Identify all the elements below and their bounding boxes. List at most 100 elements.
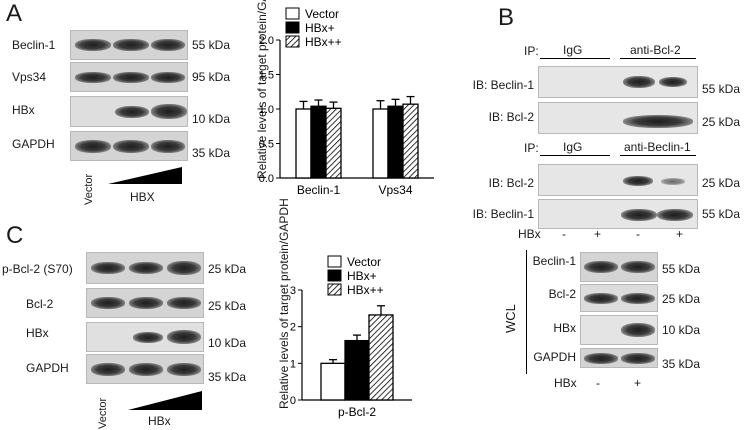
bar-1-1	[387, 105, 404, 179]
ip2-row-bcl2: IB: Bcl-2	[488, 176, 534, 190]
ip2-label: IP:	[524, 141, 539, 155]
bar-1-0	[372, 108, 389, 179]
bar-0-1	[344, 339, 370, 401]
y-tick-label-3: 3	[290, 285, 296, 297]
bar-1-2	[402, 103, 419, 179]
kda-b-wcl-3: 35 kDa	[662, 357, 701, 371]
hbx-sign-0: -	[562, 227, 566, 241]
y-tick-label-1: 1	[290, 358, 296, 370]
dose-wedge-a	[108, 167, 182, 184]
hbx-label-c: HBx	[148, 414, 171, 428]
x-tick-label-0: Beclin-1	[297, 183, 341, 197]
blot-label-bcl2-c: Bcl-2	[26, 297, 54, 311]
legend-label-2: HBx++	[347, 283, 384, 297]
blot-label-beclin1: Beclin-1	[12, 38, 56, 52]
ip2-row-beclin1: IB: Beclin-1	[472, 207, 534, 221]
legend-swatch-0	[327, 255, 342, 268]
legend-swatch-0	[285, 7, 300, 20]
legend-label-0: Vector	[305, 7, 339, 21]
blot-a-beclin1	[70, 30, 188, 60]
wcl-hbx-label: HBx	[554, 376, 577, 390]
kda-b-ip1-0: 55 kDa	[702, 82, 741, 96]
kda-b-ip2-0: 25 kDa	[702, 176, 741, 190]
legend-swatch-2	[285, 35, 300, 48]
bar-0-0	[295, 108, 312, 179]
kda-a-0: 55 kDa	[192, 38, 231, 52]
wcl-row-bcl2: Bcl-2	[548, 287, 576, 301]
lane-label-vector-c: Vector	[97, 397, 109, 429]
kda-b-ip2-1: 55 kDa	[702, 207, 741, 221]
blot-label-vps34: Vps34	[12, 70, 47, 84]
blot-a-hbx	[70, 96, 188, 127]
kda-b-wcl-0: 55 kDa	[662, 262, 701, 276]
legend-label-2: HBx++	[305, 35, 342, 49]
ip1-underline-anti	[620, 58, 696, 59]
legend-label-1: HBx+	[305, 21, 335, 35]
hbx-sign-1: +	[594, 227, 602, 241]
ip2-underline-anti	[620, 155, 696, 156]
wcl-hbx-sign-0: -	[596, 376, 600, 390]
blot-b-ip2-beclin1	[538, 199, 698, 229]
blot-label-hbx: HBx	[12, 103, 35, 117]
bar-0-0	[320, 362, 346, 401]
blot-a-vps34	[70, 62, 188, 92]
legend-swatch-2	[327, 283, 342, 296]
ip1-lane-anti-bcl2: anti-Bcl-2	[630, 43, 681, 57]
blot-c-bcl2	[86, 288, 204, 318]
legend-label-1: HBx+	[347, 269, 377, 283]
blot-b-wcl-gapdh	[580, 348, 658, 368]
blot-b-wcl-hbx	[580, 315, 658, 345]
blot-label-gapdh: GAPDH	[12, 137, 55, 151]
x-tick-label-0: p-Bcl-2	[338, 405, 376, 419]
hbx-sign-2: -	[636, 227, 640, 241]
y-tick-label-0: 0	[290, 395, 296, 407]
y-tick-label-4: 2.0	[259, 35, 274, 47]
hbx-label-a: HBX	[130, 190, 155, 204]
blot-b-wcl-beclin1	[580, 252, 658, 282]
kda-c-2: 10 kDa	[208, 336, 247, 350]
ip2-lane-igg: IgG	[563, 140, 583, 154]
y-tick-label-0: 0.0	[259, 173, 274, 185]
kda-c-3: 35 kDa	[208, 370, 247, 384]
kda-a-1: 95 kDa	[192, 70, 231, 84]
panel-letter-b: B	[498, 4, 515, 31]
ip1-lane-igg: IgG	[563, 43, 583, 57]
x-tick-label-1: Vps34	[378, 183, 412, 197]
bar-0-2	[368, 314, 394, 401]
bar-0-1	[310, 105, 327, 179]
kda-a-2: 10 kDa	[192, 112, 231, 126]
blot-label-pbcl2: p-Bcl-2 (S70)	[2, 262, 73, 276]
kda-c-0: 25 kDa	[208, 262, 247, 276]
blot-label-hbx-c: HBx	[26, 326, 49, 340]
blot-label-gapdh-c: GAPDH	[26, 361, 69, 375]
ip1-underline-igg	[540, 58, 610, 59]
blot-c-pbcl2	[86, 252, 204, 284]
ip2-lane-anti-beclin1: anti-Beclin-1	[624, 140, 691, 154]
wcl-label: WCL	[503, 304, 518, 333]
legend-label-0: Vector	[347, 255, 381, 269]
panel-letter-c: C	[6, 222, 24, 249]
blot-b-ip2-bcl2	[538, 164, 698, 196]
blot-c-gapdh	[86, 354, 204, 384]
ip1-row-bcl2: IB: Bcl-2	[488, 110, 534, 124]
ip1-label: IP:	[524, 44, 539, 58]
blot-b-ip1-bcl2	[538, 102, 698, 134]
ip2-underline-igg	[540, 155, 610, 156]
legend-swatch-1	[285, 21, 300, 34]
kda-b-wcl-2: 10 kDa	[662, 323, 701, 337]
panel-letter-a: A	[6, 0, 23, 27]
kda-b-wcl-1: 25 kDa	[662, 292, 701, 306]
wcl-row-beclin1: Beclin-1	[532, 254, 576, 268]
y-tick-label-2: 2	[290, 322, 296, 334]
y-tick-label-1: 0.5	[259, 139, 274, 151]
hbx-row-label-b: HBx	[518, 227, 541, 241]
dose-wedge-c	[128, 391, 202, 410]
wcl-hbx-sign-1: +	[634, 376, 642, 390]
kda-b-ip1-1: 25 kDa	[702, 115, 741, 129]
bar-0-2	[325, 107, 342, 179]
blot-c-hbx	[86, 322, 204, 352]
blot-a-gapdh	[70, 131, 188, 161]
y-tick-label-2: 1.0	[259, 104, 274, 116]
